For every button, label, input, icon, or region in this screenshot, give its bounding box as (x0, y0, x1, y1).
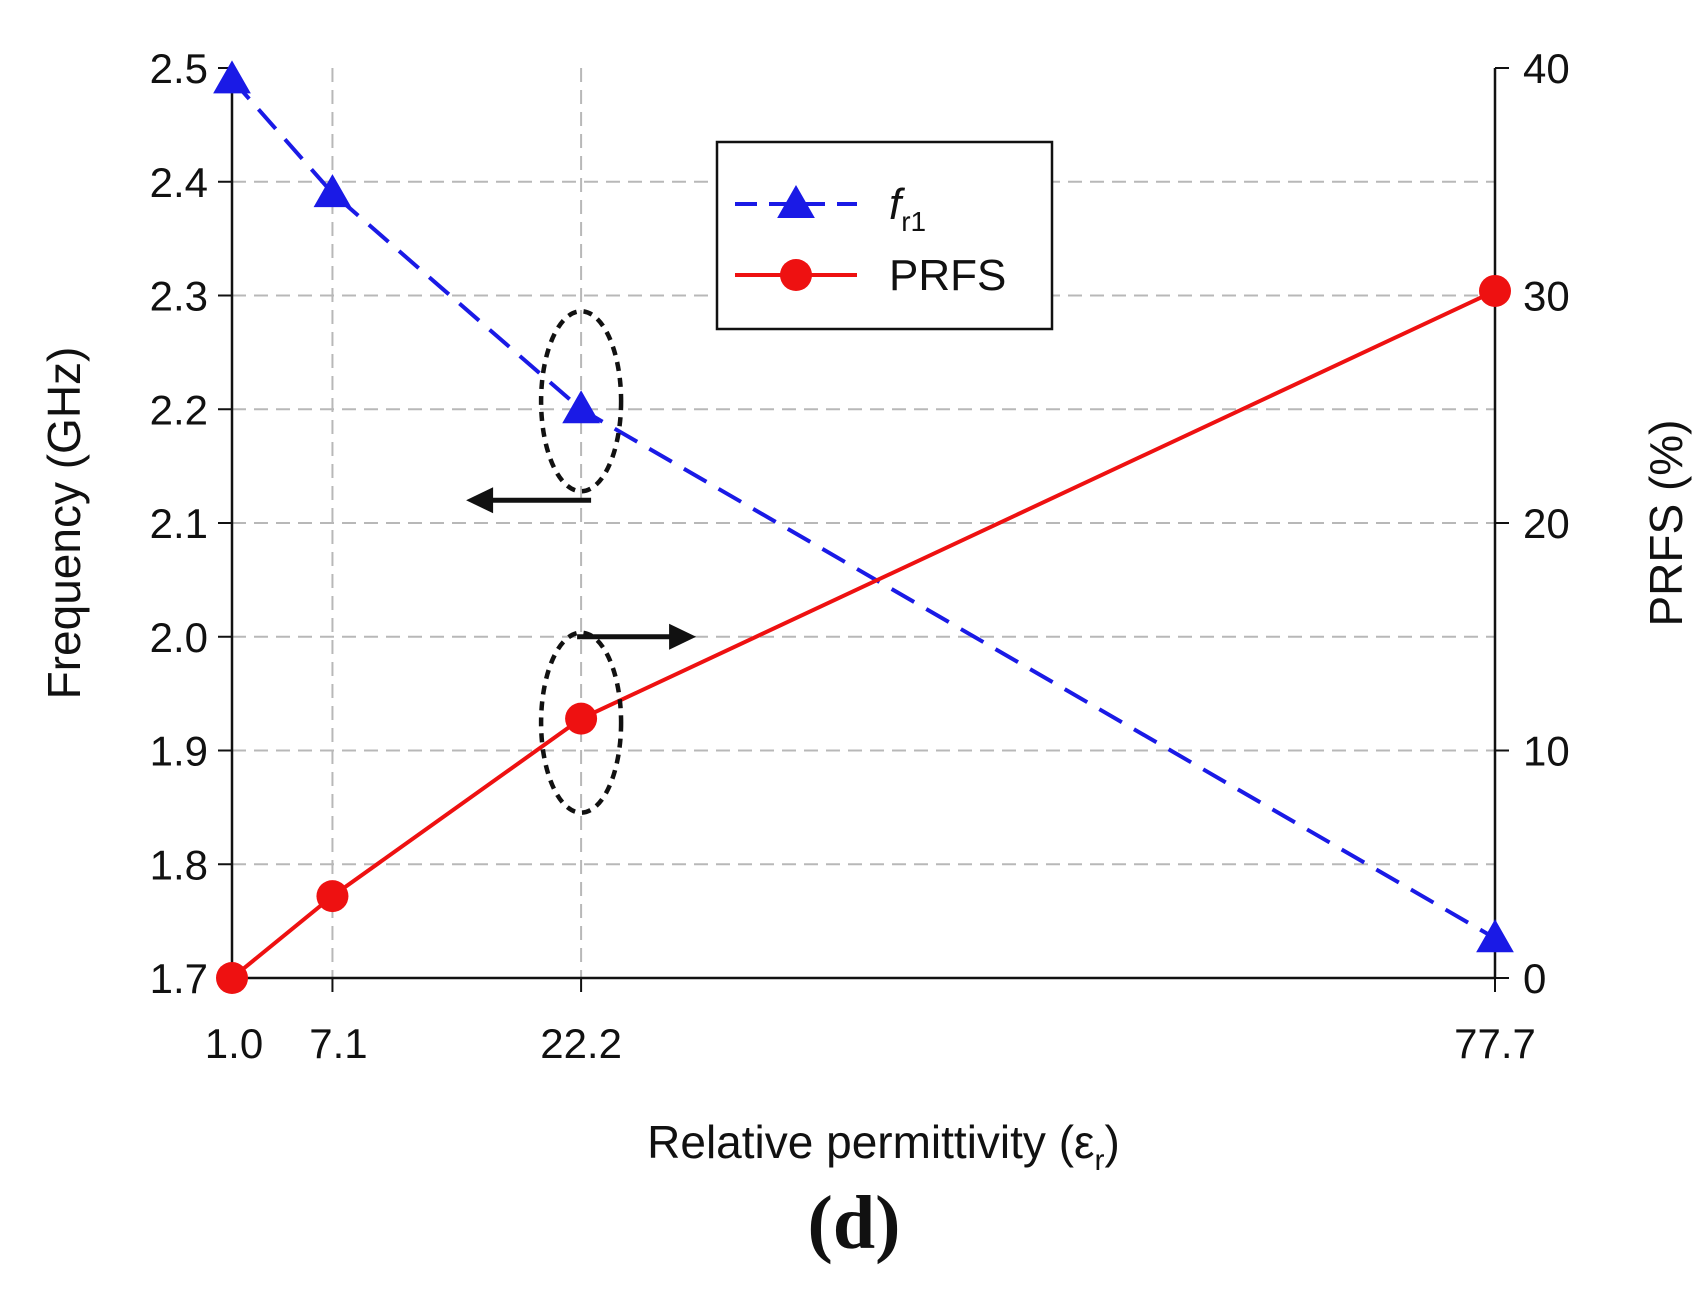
legend-marker-circle (780, 259, 812, 291)
x-tick-label: 22.2 (540, 1020, 622, 1067)
legend-box (715, 140, 1054, 331)
left-tick-label: 1.8 (150, 841, 208, 888)
x-tick-label: 7.1 (309, 1020, 367, 1067)
x-axis-title-sub: r (1095, 1144, 1105, 1177)
left-tick-label: 1.7 (150, 955, 208, 1002)
legend-label: PRFS (889, 251, 1006, 300)
left-tick-label: 2.2 (150, 386, 208, 433)
data-point-triangle (213, 60, 251, 94)
data-series (213, 60, 1514, 994)
tick-labels: 1.7 1.8 1.9 2.0 2.1 2.2 2.3 2.4 2.5 0 10 20 30 40 1.0 7… (150, 45, 1570, 1067)
x-tick-label: 1.0 (205, 1020, 263, 1067)
panel-label: (d) (807, 1181, 901, 1265)
data-point-circle (1479, 274, 1511, 307)
series-line (230, 289, 1496, 980)
legend-label-sub: r1 (901, 206, 926, 237)
left-tick-label: 2.4 (150, 159, 208, 206)
right-tick-label: 0 (1523, 955, 1546, 1002)
data-point-triangle (1476, 919, 1514, 953)
annotations (466, 309, 697, 815)
x-tick-label: 77.7 (1454, 1020, 1536, 1067)
series-line (230, 78, 1497, 940)
data-point-circle (565, 702, 598, 735)
x-axis-title-main: Relative permittivity (ε (647, 1116, 1094, 1168)
dotted-ellipse-fr1 (538, 309, 624, 494)
right-tick-label: 20 (1523, 500, 1570, 547)
right-tick-label: 40 (1523, 45, 1570, 92)
x-axis-title-close: ) (1105, 1116, 1120, 1168)
left-tick-label: 2.3 (150, 273, 208, 320)
data-point-triangle (562, 390, 600, 424)
axes (218, 67, 1509, 992)
series-prfs (216, 274, 1511, 994)
data-point-triangle (313, 174, 352, 208)
data-point-circle (316, 880, 349, 913)
right-tick-label: 10 (1523, 728, 1570, 775)
left-arrow-head (466, 487, 494, 514)
grid-lines (232, 68, 1495, 978)
data-point-circle (216, 962, 248, 994)
left-tick-label: 2.5 (150, 45, 208, 92)
left-tick-label: 2.0 (150, 614, 208, 661)
legend-marker-triangle (777, 184, 815, 218)
left-tick-label: 2.1 (150, 500, 208, 547)
left-axis-title: Frequency (GHz) (38, 347, 90, 700)
right-arrow-head (669, 623, 697, 650)
axis-titles: Frequency (GHz) PRFS (%) Relative permitti… (38, 347, 1692, 1177)
right-axis-title: PRFS (%) (1640, 420, 1692, 627)
right-tick-label: 30 (1523, 273, 1570, 320)
series-fr1 (213, 60, 1514, 953)
x-axis-title: Relative permittivity (εr) (647, 1116, 1120, 1177)
left-tick-label: 1.9 (150, 728, 208, 775)
dotted-ellipse-prfs (538, 630, 624, 815)
